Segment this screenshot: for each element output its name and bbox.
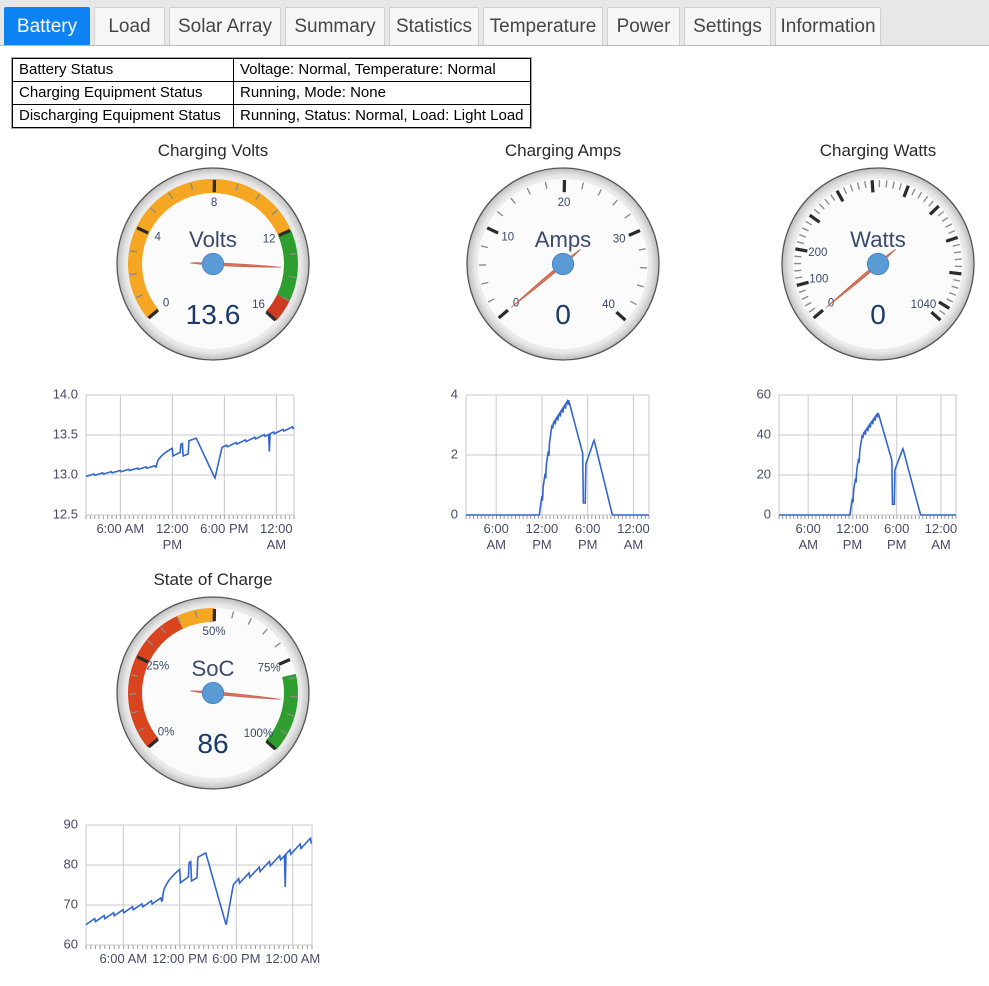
svg-text:40: 40 [757,426,771,441]
svg-text:200: 200 [808,247,827,259]
svg-text:80: 80 [64,856,78,871]
svg-text:6:00: 6:00 [796,521,821,536]
svg-text:100: 100 [809,274,828,286]
svg-text:0: 0 [163,297,169,309]
svg-text:12:00 AM: 12:00 AM [265,951,320,966]
svg-text:AM: AM [486,537,506,551]
svg-text:8: 8 [211,197,217,209]
svg-text:60: 60 [64,936,78,951]
svg-text:16: 16 [252,299,265,311]
svg-text:PM: PM [578,537,598,551]
svg-text:PM: PM [532,537,552,551]
svg-text:6:00 PM: 6:00 PM [200,521,248,536]
svg-text:PM: PM [887,537,907,551]
svg-text:86: 86 [197,728,228,759]
svg-text:4: 4 [451,386,458,401]
svg-text:Volts: Volts [189,227,237,252]
svg-text:0: 0 [870,299,886,330]
svg-text:Watts: Watts [850,227,906,252]
svg-text:70: 70 [64,896,78,911]
svg-text:PM: PM [843,537,863,551]
svg-text:90: 90 [64,816,78,831]
svg-text:10: 10 [501,232,514,244]
svg-text:20: 20 [558,197,571,209]
svg-text:6:00: 6:00 [484,521,509,536]
svg-text:12:00: 12:00 [526,521,559,536]
svg-text:AM: AM [624,537,644,551]
svg-text:12:00: 12:00 [617,521,650,536]
svg-text:20: 20 [757,466,771,481]
svg-text:100%: 100% [244,728,273,740]
svg-text:12: 12 [263,234,276,246]
svg-text:AM: AM [931,537,951,551]
svg-text:6:00 AM: 6:00 AM [96,521,144,536]
svg-text:12:00 PM: 12:00 PM [152,951,208,966]
svg-text:Amps: Amps [535,227,591,252]
svg-text:6:00 PM: 6:00 PM [212,951,260,966]
svg-text:0%: 0% [158,726,175,738]
svg-text:0: 0 [451,506,458,521]
svg-text:0: 0 [764,506,771,521]
svg-text:6:00: 6:00 [575,521,600,536]
svg-text:0: 0 [555,299,571,330]
svg-text:12.5: 12.5 [53,506,78,521]
svg-text:1040: 1040 [911,299,937,311]
svg-text:PM: PM [163,537,183,551]
svg-text:13.5: 13.5 [53,426,78,441]
svg-text:40: 40 [602,299,615,311]
svg-text:6:00 AM: 6:00 AM [99,951,147,966]
svg-text:AM: AM [798,537,818,551]
svg-text:13.6: 13.6 [186,299,241,330]
svg-text:14.0: 14.0 [53,386,78,401]
svg-text:12:00: 12:00 [156,521,189,536]
svg-text:60: 60 [757,386,771,401]
svg-text:75%: 75% [258,663,281,675]
svg-text:AM: AM [267,537,287,551]
svg-text:12:00: 12:00 [925,521,958,536]
svg-text:2: 2 [451,446,458,461]
svg-text:4: 4 [155,232,162,244]
svg-text:13.0: 13.0 [53,466,78,481]
svg-text:12:00: 12:00 [836,521,869,536]
svg-text:SoC: SoC [192,656,235,681]
svg-text:30: 30 [613,234,626,246]
svg-text:50%: 50% [203,626,226,638]
svg-text:6:00: 6:00 [884,521,909,536]
svg-text:12:00: 12:00 [260,521,293,536]
svg-text:25%: 25% [146,661,169,673]
